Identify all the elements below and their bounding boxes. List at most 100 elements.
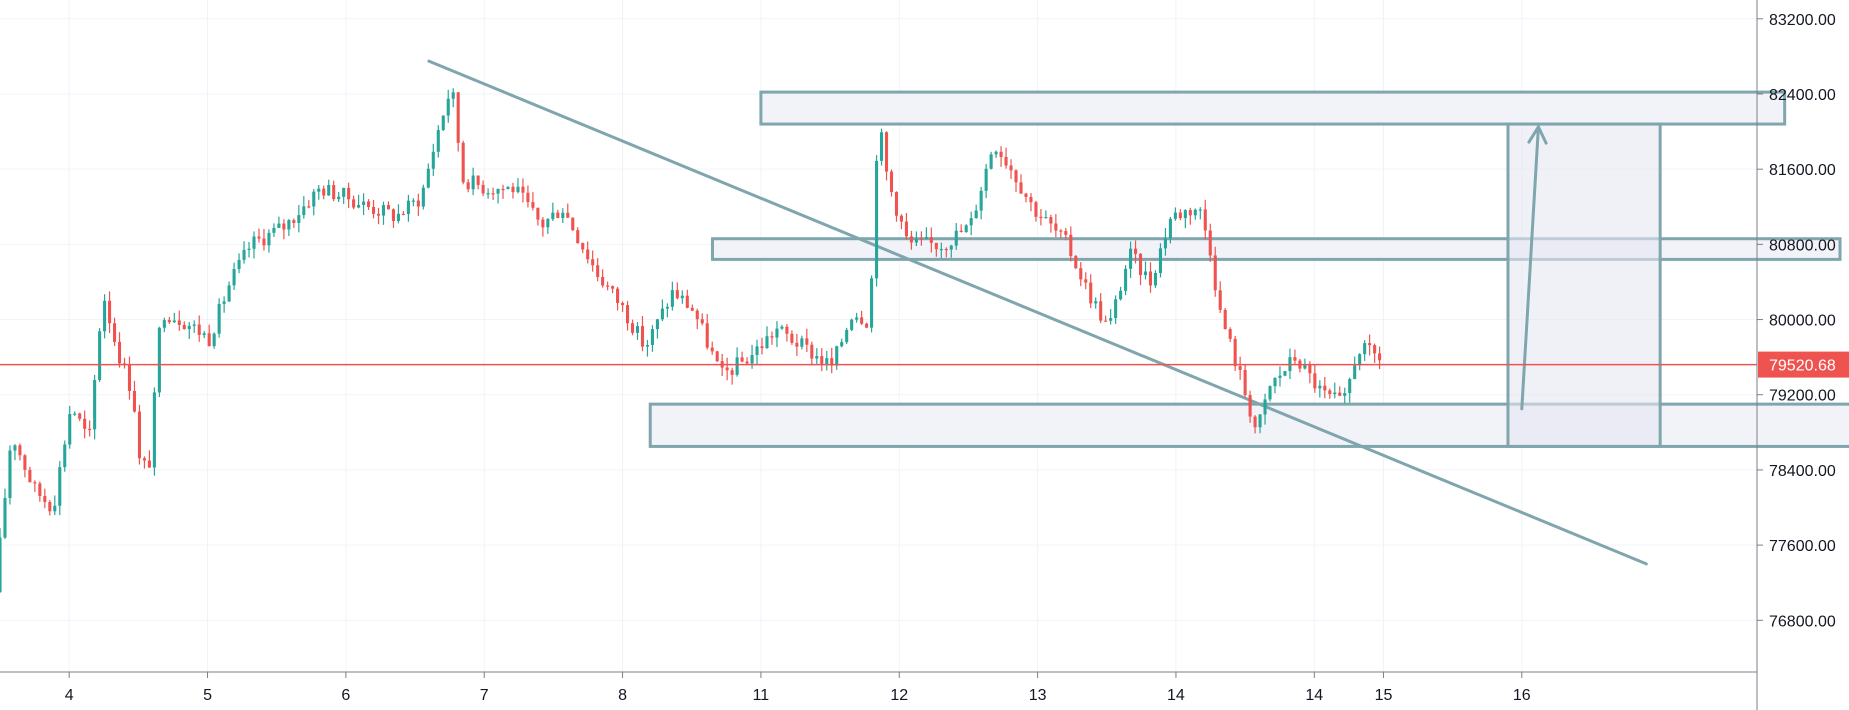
x-tick-label[interactable]: 14	[1167, 687, 1185, 704]
candle	[576, 227, 580, 244]
x-tick-label[interactable]: 12	[890, 687, 908, 704]
candle	[1213, 246, 1217, 297]
x-tick-label[interactable]: 15	[1375, 687, 1393, 704]
y-tick-label[interactable]: 79200.00	[1769, 388, 1836, 405]
candle-body	[924, 237, 928, 239]
candle-body	[1099, 301, 1103, 321]
y-tick-label[interactable]: 80800.00	[1769, 237, 1836, 254]
x-tick-label[interactable]: 16	[1513, 687, 1531, 704]
candle-body	[1044, 217, 1048, 219]
candle-body	[581, 243, 585, 250]
candle	[43, 488, 47, 509]
candle-body	[561, 212, 565, 219]
candle-body	[566, 212, 570, 218]
candle	[1153, 270, 1158, 288]
candle	[8, 445, 12, 505]
candle	[1004, 147, 1008, 169]
y-tick-label[interactable]: 81600.00	[1769, 162, 1836, 179]
candle	[481, 180, 485, 197]
y-tick-label[interactable]: 76800.00	[1769, 613, 1836, 630]
candle	[466, 179, 470, 193]
y-tick-label[interactable]: 80000.00	[1769, 313, 1836, 330]
candle-body	[1238, 366, 1242, 370]
x-tick-label[interactable]: 13	[1029, 687, 1047, 704]
candle-body	[551, 212, 555, 220]
candle-body	[342, 187, 346, 197]
candle-body	[755, 346, 759, 355]
y-tick-label[interactable]: 82400.00	[1769, 87, 1836, 104]
candle-body	[317, 188, 321, 192]
candle-body	[710, 347, 714, 352]
candle	[635, 321, 640, 340]
candle-body	[411, 200, 415, 202]
x-tick-label[interactable]: 8	[618, 687, 627, 704]
candle-body	[162, 320, 166, 328]
candle	[1223, 308, 1227, 330]
x-tick-label[interactable]: 4	[65, 687, 74, 704]
candle	[840, 338, 844, 348]
x-tick-label[interactable]: 11	[753, 687, 770, 704]
x-axis-labels[interactable]: 4 5 6 7 8 11 12 13 14 14 15 16	[65, 672, 1531, 704]
candle-body	[1034, 202, 1038, 217]
candle	[566, 203, 570, 219]
candle	[715, 350, 719, 363]
candle	[875, 155, 879, 287]
candle	[606, 281, 610, 291]
candle-body	[481, 184, 485, 194]
candle	[894, 191, 899, 222]
candle-body	[1363, 343, 1367, 355]
candle	[1293, 349, 1297, 365]
candle	[994, 150, 998, 158]
candle-body	[177, 320, 181, 325]
candle-body	[621, 302, 625, 306]
candle	[73, 411, 77, 416]
candle-body	[1178, 212, 1182, 219]
y-axis-labels[interactable]: 83200.00 82400.00 81600.00 80800.00 80000.00…	[1757, 12, 1836, 631]
candle-body	[1248, 395, 1252, 417]
candle-body	[630, 323, 635, 333]
candle	[1178, 209, 1182, 221]
trendline-drawings[interactable]	[427, 59, 1648, 566]
candle	[969, 211, 973, 236]
projection-arrow[interactable]	[1520, 125, 1540, 411]
candle	[1039, 209, 1043, 226]
candle	[1168, 216, 1172, 244]
candle	[1079, 262, 1083, 287]
candle	[914, 231, 918, 247]
price-zone-rect[interactable]	[759, 90, 1787, 126]
candle-body	[556, 212, 560, 219]
candle	[1253, 415, 1257, 434]
x-tick-label[interactable]: 7	[480, 687, 489, 704]
candle	[670, 281, 674, 311]
candle-body	[939, 248, 943, 251]
candle-body	[775, 328, 779, 338]
candle-body	[715, 351, 719, 362]
candle	[202, 331, 206, 339]
candle-body	[625, 305, 630, 324]
candle-body	[1243, 369, 1247, 396]
projection-box[interactable]	[1506, 122, 1662, 448]
y-tick-label[interactable]: 78400.00	[1769, 463, 1836, 480]
candle-body	[725, 367, 729, 371]
candle	[770, 331, 774, 345]
x-tick-label[interactable]: 5	[203, 687, 212, 704]
candle-body	[1153, 272, 1158, 286]
candle	[227, 281, 231, 303]
candle-body	[1094, 301, 1098, 304]
candle-body	[386, 205, 391, 210]
candle	[645, 339, 650, 357]
candle	[929, 227, 933, 253]
candle	[292, 218, 296, 228]
candle-body	[1004, 156, 1008, 166]
trendline[interactable]	[427, 59, 1648, 566]
y-tick-label[interactable]: 83200.00	[1769, 12, 1836, 29]
x-tick-label[interactable]: 6	[341, 687, 350, 704]
y-tick-label[interactable]: 77600.00	[1769, 538, 1836, 555]
candle-body	[845, 329, 849, 343]
candle	[371, 199, 376, 219]
candle	[416, 193, 420, 216]
x-tick-label[interactable]: 14	[1305, 687, 1323, 704]
candle	[810, 341, 814, 366]
